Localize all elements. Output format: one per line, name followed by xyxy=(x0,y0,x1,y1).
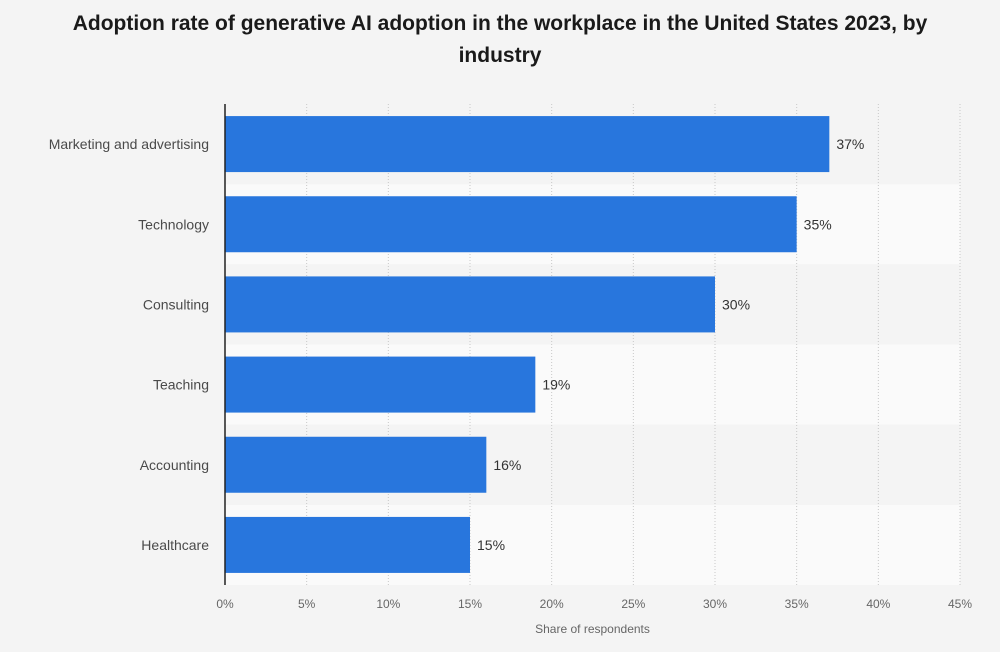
category-label: Teaching xyxy=(153,377,209,393)
x-tick-label: 45% xyxy=(948,597,972,611)
x-tick-label: 30% xyxy=(703,597,727,611)
x-tick-label: 40% xyxy=(866,597,890,611)
x-tick-label: 10% xyxy=(376,597,400,611)
category-label: Healthcare xyxy=(141,537,209,553)
bar xyxy=(225,196,797,253)
x-tick-labels: 0% 5% 10% 15% 20% 25% 30% 35% 40% 45% xyxy=(216,597,972,611)
x-tick-label: 5% xyxy=(298,597,316,611)
bars xyxy=(225,116,830,573)
category-label: Consulting xyxy=(143,296,209,312)
category-labels: Marketing and advertising Technology Consu… xyxy=(49,136,210,553)
x-tick-label: 20% xyxy=(540,597,564,611)
x-tick-label: 25% xyxy=(621,597,645,611)
chart-title: Adoption rate of generative AI adoption … xyxy=(72,12,928,67)
x-tick-label: 35% xyxy=(785,597,809,611)
bar xyxy=(225,436,487,493)
bar xyxy=(225,116,830,173)
data-labels: 37% 35% 30% 19% 16% 15% xyxy=(477,136,864,553)
category-label: Accounting xyxy=(140,457,209,473)
x-axis-title: Share of respondents xyxy=(535,622,650,636)
gridlines xyxy=(306,104,961,585)
bar xyxy=(225,356,536,413)
x-tick-label: 0% xyxy=(216,597,234,611)
category-label: Technology xyxy=(138,216,209,232)
row-bands xyxy=(225,104,960,585)
x-tick-label: 15% xyxy=(458,597,482,611)
category-label: Marketing and advertising xyxy=(49,136,209,152)
data-label: 16% xyxy=(493,457,521,473)
data-label: 19% xyxy=(542,377,570,393)
data-label: 15% xyxy=(477,537,505,553)
data-label: 35% xyxy=(804,216,832,232)
data-label: 30% xyxy=(722,296,750,312)
bar xyxy=(225,516,470,573)
bar xyxy=(225,276,715,333)
data-label: 37% xyxy=(836,136,864,152)
